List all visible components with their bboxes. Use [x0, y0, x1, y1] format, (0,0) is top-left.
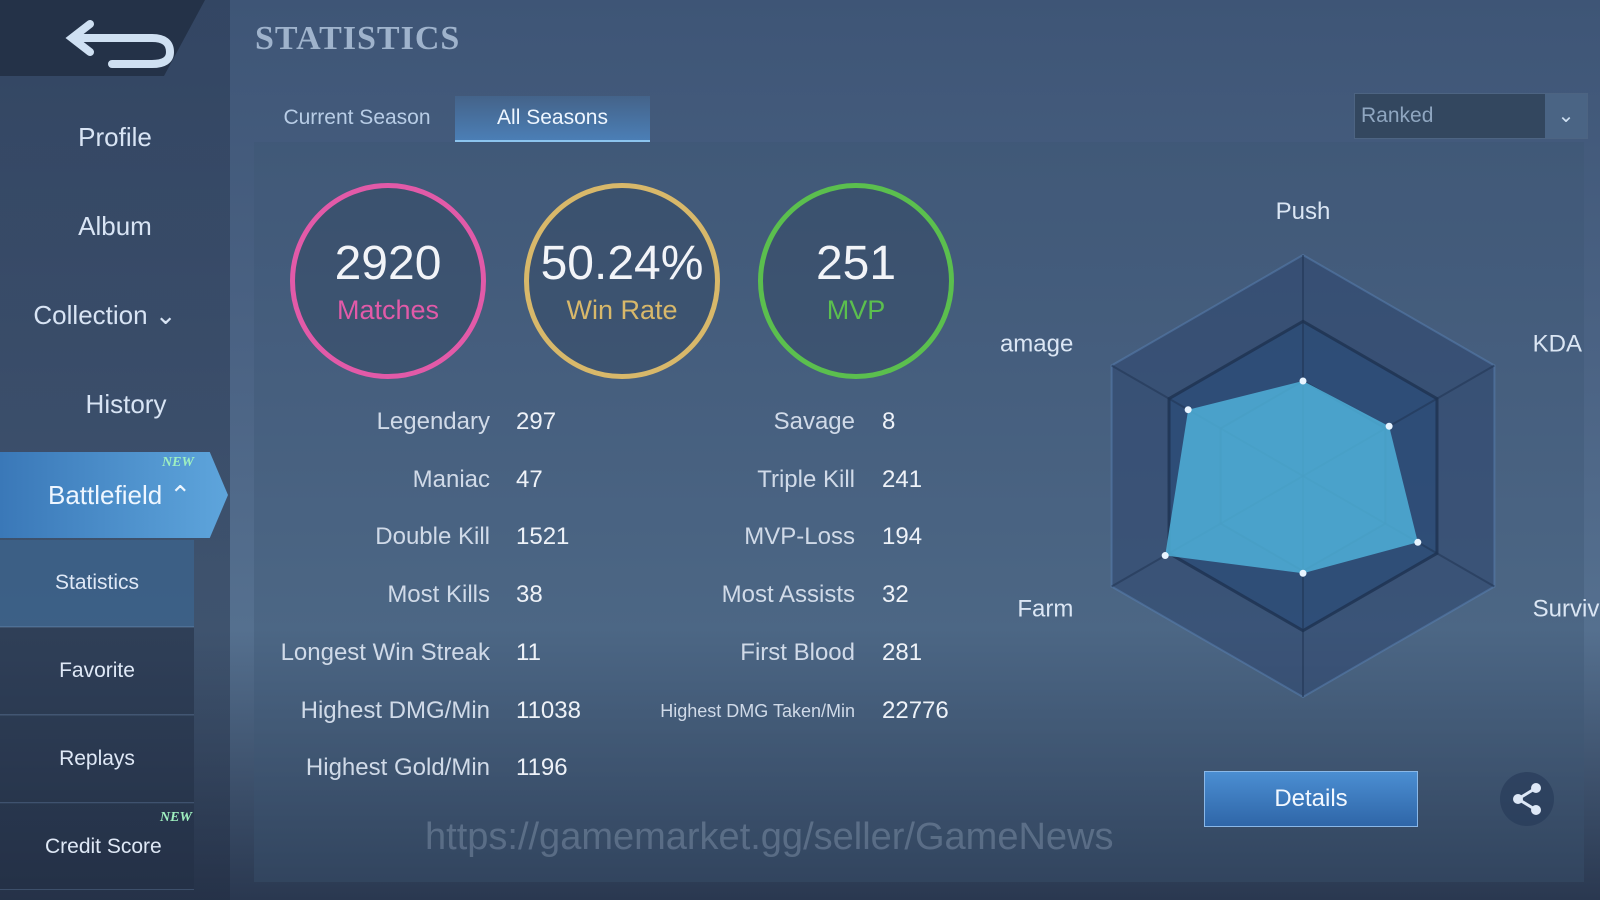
- stat-label: Triple Kill: [757, 465, 855, 493]
- radar-point: [1161, 552, 1169, 560]
- radar-label: Survival: [1533, 596, 1600, 623]
- stat-label: Double Kill: [375, 523, 490, 551]
- share-icon: [1513, 783, 1541, 815]
- dropdown[interactable]: Ranked ⌄: [1354, 93, 1588, 139]
- stat-value: 281: [882, 638, 923, 666]
- stat-label: Highest DMG Taken/Min: [660, 700, 855, 721]
- summary-label: MVP: [826, 295, 886, 325]
- stat-value: 11038: [516, 696, 581, 724]
- nav-item[interactable]: History: [85, 389, 167, 419]
- nav-item[interactable]: Profile: [78, 122, 152, 152]
- sub-item-active[interactable]: Statistics: [0, 540, 194, 627]
- nav-item[interactable]: Collection ⌄: [33, 300, 177, 330]
- stat-label: First Blood: [740, 638, 855, 666]
- summary-circle: 251 MVP: [758, 183, 954, 379]
- nav-label: Collection: [33, 300, 148, 330]
- stat-label: MVP-Loss: [744, 523, 855, 551]
- new-badge: NEW: [162, 455, 194, 470]
- stat-value: 8: [882, 408, 896, 435]
- details-button[interactable]: Details: [1204, 771, 1418, 827]
- nav-item-active[interactable]: Battlefield ⌃: [0, 452, 228, 538]
- stat-label: Longest Win Streak: [280, 638, 490, 666]
- share-button[interactable]: [1500, 772, 1554, 826]
- new-badge: NEW: [160, 810, 192, 825]
- stat-value: 32: [882, 581, 909, 609]
- tab-active[interactable]: All Seasons: [455, 96, 650, 142]
- stat-label: Legendary: [376, 408, 490, 435]
- radar-point: [1299, 569, 1307, 577]
- summary-value: 50.24%: [540, 237, 704, 290]
- page-title: STATISTICS: [255, 20, 461, 57]
- summary-circle: 50.24% Win Rate: [524, 183, 720, 379]
- radar-point: [1184, 406, 1192, 414]
- stat-value: 241: [882, 465, 923, 493]
- summary-value: 251: [815, 237, 897, 290]
- stat-value: 1196: [516, 754, 568, 782]
- summary-circle: 2920 Matches: [290, 183, 486, 379]
- stat-label: Maniac: [412, 465, 490, 493]
- summary-label: Win Rate: [566, 295, 678, 325]
- stat-value: 11: [516, 638, 541, 666]
- radar-area: [1165, 380, 1418, 574]
- stat-label: Savage: [773, 408, 855, 435]
- stat-value: 297: [516, 408, 557, 435]
- tab[interactable]: Current Season: [283, 106, 431, 129]
- back-icon: [65, 20, 175, 68]
- stat-value: 22776: [882, 696, 949, 724]
- radar-label: Farm: [1017, 596, 1073, 623]
- stat-label: Most Kills: [387, 581, 490, 609]
- stat-value: 47: [516, 465, 543, 493]
- nav-label: Battlefield: [48, 479, 163, 510]
- radar-point: [1385, 422, 1393, 430]
- stat-label: Highest Gold/Min: [305, 754, 490, 782]
- back-button[interactable]: [0, 0, 205, 76]
- nav-item[interactable]: Album: [78, 211, 152, 241]
- summary-value: 2920: [334, 237, 442, 290]
- stat-label: Highest DMG/Min: [300, 696, 490, 724]
- stat-label: Most Assists: [721, 581, 855, 609]
- dropdown-arrow: ⌄: [1545, 94, 1587, 138]
- radar-point: [1414, 538, 1422, 546]
- stat-value: 1521: [516, 523, 570, 551]
- radar-label: KDA: [1533, 330, 1582, 357]
- watermark: https://gamemarket.gg/seller/GameNews: [425, 816, 1114, 858]
- radar-point: [1299, 377, 1307, 385]
- sub-item[interactable]: Favorite: [0, 628, 194, 715]
- sub-item[interactable]: Replays: [0, 716, 194, 803]
- sub-item[interactable]: Credit Score: [0, 804, 194, 890]
- stat-value: 38: [516, 581, 543, 609]
- dropdown-value: Ranked: [1361, 104, 1434, 127]
- stat-value: 194: [882, 523, 923, 551]
- radar-label: Damage: [1000, 330, 1073, 357]
- summary-label: Matches: [336, 295, 440, 325]
- radar-label: Push: [1276, 200, 1331, 225]
- radar-chart: PushKDASurvivalTeam FightFarmDamage: [1000, 200, 1600, 699]
